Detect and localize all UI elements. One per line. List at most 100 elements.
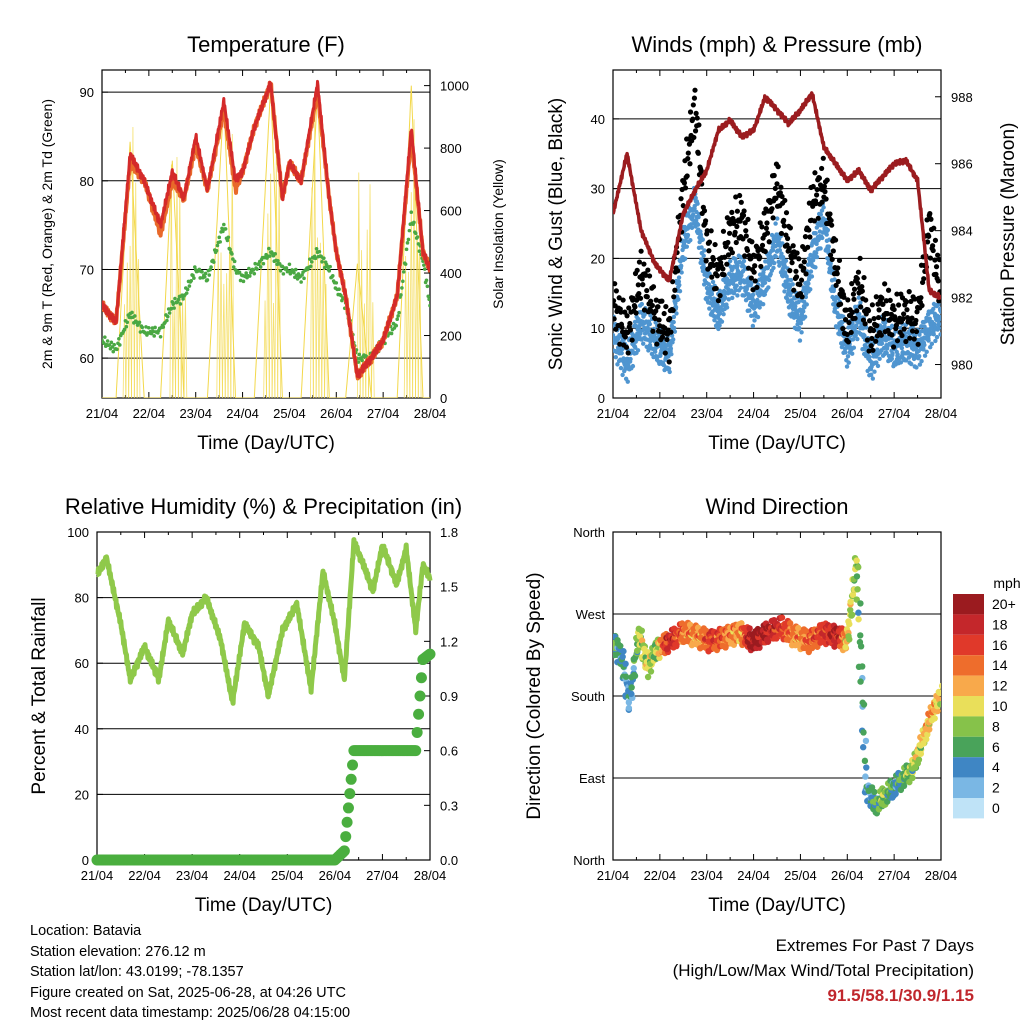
gust-point: [909, 328, 916, 334]
wind-point: [619, 350, 624, 356]
gust-point: [692, 87, 698, 93]
gust-point: [672, 287, 678, 293]
direction-point: [847, 598, 854, 605]
gust-point: [900, 316, 906, 322]
dewpoint-point: [178, 302, 183, 306]
direction-point: [854, 586, 861, 593]
wind-point: [928, 344, 933, 350]
wind-point: [648, 313, 653, 318]
wind-point: [717, 310, 723, 316]
y-tick-label: East: [579, 771, 605, 786]
wind-point: [613, 355, 619, 360]
solar-spike: [324, 283, 328, 398]
dewpoint-point: [109, 340, 114, 345]
wind-point: [911, 356, 917, 362]
direction-point: [838, 625, 846, 632]
direction-point: [923, 736, 930, 743]
y-tick-label: 40: [75, 722, 89, 737]
direction-point: [871, 788, 878, 796]
wind-point: [750, 292, 756, 298]
dewpoint-point: [215, 243, 220, 248]
direction-point: [914, 760, 921, 767]
direction-point: [619, 653, 626, 660]
gust-point: [733, 194, 739, 200]
gust-point: [684, 173, 690, 179]
gust-point: [757, 254, 763, 260]
gust-point: [891, 306, 897, 313]
solar-spike: [180, 295, 185, 398]
gust-point: [823, 196, 829, 202]
dewpoint-point: [115, 347, 119, 352]
gust-point: [868, 343, 874, 349]
gust-point: [724, 215, 730, 221]
gust-point: [861, 274, 867, 281]
gust-point: [885, 287, 892, 293]
x-tick-label: 26/04: [831, 868, 864, 883]
y2-tick-label: 984: [951, 224, 973, 239]
gust-point: [791, 287, 797, 293]
gust-point: [693, 110, 699, 116]
legend-label: 8: [992, 718, 1000, 734]
gust-point: [691, 134, 697, 141]
wind-point: [666, 366, 672, 371]
gust-point: [622, 334, 628, 340]
gust-point: [787, 268, 793, 274]
direction-point: [622, 660, 629, 668]
wind-point: [615, 362, 620, 367]
legend-swatch: [953, 594, 984, 615]
dewpoint-point: [223, 227, 228, 231]
gust-point: [873, 338, 879, 344]
wind-point: [783, 270, 788, 275]
dewpoint-point: [118, 343, 122, 347]
gust-point: [743, 228, 749, 234]
wind-point: [733, 287, 738, 293]
wind-point: [762, 280, 768, 285]
legend-swatch: [953, 675, 984, 696]
dewpoint-point: [252, 271, 257, 276]
gust-point: [819, 199, 825, 205]
x-tick-label: 26/04: [319, 868, 352, 883]
wind-point: [874, 360, 879, 365]
gust-point: [858, 304, 864, 310]
y-tick-label: 20: [591, 251, 605, 266]
gust-point: [913, 328, 920, 335]
gust-point: [832, 237, 839, 243]
temperature-chart: 60 70 80 90 0 200 400 600 800 1000 21/04 22/04 23/04…: [39, 32, 506, 454]
gust-point: [901, 311, 907, 317]
gust-point: [763, 225, 770, 231]
gust-point: [720, 228, 727, 234]
dewpoint-point: [302, 276, 306, 281]
wind-point: [757, 305, 762, 310]
chart-title: Temperature (F): [187, 32, 345, 57]
direction-point: [935, 688, 941, 696]
gust-point: [781, 217, 787, 223]
dewpoint-point: [192, 276, 196, 280]
y-tick-label: North: [573, 853, 605, 868]
precipitation-point: [347, 759, 359, 771]
precipitation-point: [342, 802, 354, 814]
wind-point: [671, 337, 676, 342]
gust-point: [854, 308, 860, 314]
gust-point: [849, 281, 855, 287]
dewpoint-point: [130, 310, 134, 315]
direction-point: [857, 600, 864, 607]
direction-point: [860, 729, 867, 736]
wind-point: [917, 362, 923, 367]
wind-point: [806, 281, 811, 286]
y-tick-label: 80: [75, 591, 89, 606]
wind-point: [770, 248, 776, 253]
wind-point: [635, 348, 641, 353]
gust-point: [654, 341, 660, 347]
x-tick-label: 23/04: [690, 868, 723, 883]
y2-tick-label: 988: [951, 90, 973, 105]
wind-point: [647, 321, 652, 327]
direction-point: [778, 614, 786, 621]
dewpoint-point: [176, 297, 181, 302]
dewpoint-point: [103, 335, 107, 339]
gust-point: [781, 223, 787, 229]
gust-point: [813, 200, 819, 207]
gust-point: [659, 334, 666, 340]
gust-point: [866, 318, 873, 324]
gust-point: [793, 268, 799, 274]
dewpoint-point: [330, 274, 335, 278]
